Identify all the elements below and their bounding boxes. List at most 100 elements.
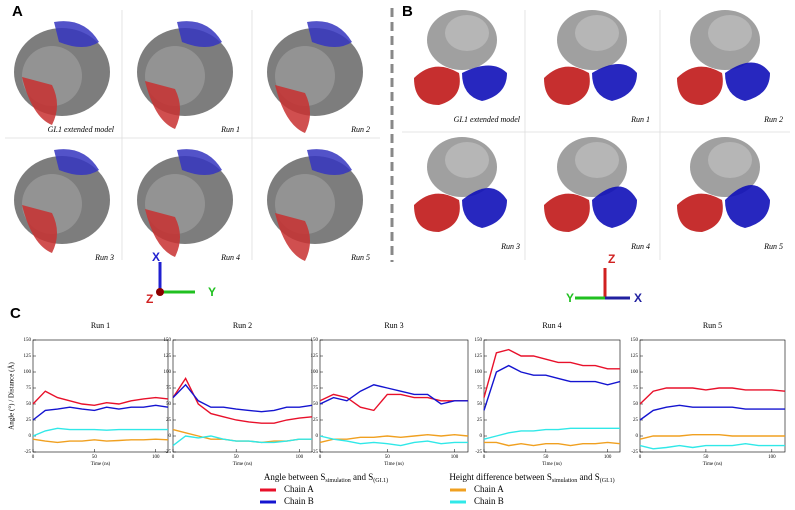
series-line xyxy=(172,383,313,413)
chain-a xyxy=(544,66,590,105)
series-line xyxy=(484,441,621,447)
y-tick-label: 100 xyxy=(311,370,319,375)
series-line xyxy=(319,433,469,444)
protein-core xyxy=(708,15,752,51)
chain-b xyxy=(307,149,352,175)
chart-title: Run 5 xyxy=(703,321,722,330)
y-tick-label: 25 xyxy=(313,418,319,423)
y-tick-label: 150 xyxy=(631,338,639,343)
y-tick-label: 50 xyxy=(633,402,639,407)
series-line xyxy=(639,387,786,405)
chain-a xyxy=(22,77,57,125)
x-tick-label: 100 xyxy=(768,455,776,460)
y-tick-label: 0 xyxy=(480,434,483,439)
chain-b xyxy=(592,64,637,101)
legend-title-part: simulation xyxy=(325,478,350,484)
chain-a xyxy=(677,193,723,232)
series-line xyxy=(483,348,620,398)
y-tick-label: 100 xyxy=(24,370,32,375)
legend-title-part: Height difference between S xyxy=(449,472,552,482)
run-label: Run 4 xyxy=(220,253,240,262)
run-label: Run 1 xyxy=(630,115,650,124)
y-tick-label: 75 xyxy=(26,386,32,391)
chain-a xyxy=(414,193,460,232)
y-tick-label: 25 xyxy=(26,418,32,423)
x-tick-label: 50 xyxy=(543,455,549,460)
legend-label: Chain A xyxy=(284,484,314,494)
y-tick-label: -25 xyxy=(311,450,318,455)
y-tick-label: 25 xyxy=(477,418,483,423)
x-tick-label: 100 xyxy=(296,455,304,460)
y-tick-label: -25 xyxy=(164,450,171,455)
chain-a xyxy=(145,209,180,257)
x-axis-label: Time (ns) xyxy=(542,462,562,467)
plot-frame xyxy=(172,339,313,453)
series-line xyxy=(32,438,169,444)
chain-b xyxy=(462,188,507,228)
y-tick-label: 125 xyxy=(24,354,32,359)
axis-name: Z xyxy=(146,292,153,306)
y-tick-label: -25 xyxy=(631,450,638,455)
y-tick-label: -25 xyxy=(475,450,482,455)
x-tick-label: 100 xyxy=(152,455,160,460)
panel-label: C xyxy=(10,305,21,322)
protein-core xyxy=(445,142,489,178)
y-tick-label: 150 xyxy=(164,338,172,343)
x-tick-label: 0 xyxy=(483,455,486,460)
series-line xyxy=(639,434,785,440)
legend-title-part: and S xyxy=(351,472,374,482)
y-tick-label: 150 xyxy=(311,338,319,343)
legend-label: Chain B xyxy=(474,496,504,506)
protein-core xyxy=(575,15,619,51)
x-tick-label: 0 xyxy=(639,455,642,460)
chain-a xyxy=(275,85,310,133)
x-axis-label: Time (ns) xyxy=(384,462,404,467)
chain-a xyxy=(414,66,460,105)
axis-name: X xyxy=(634,291,642,305)
series-line xyxy=(639,442,785,450)
run-label: Run 1 xyxy=(220,125,240,134)
y-tick-label: 125 xyxy=(631,354,639,359)
y-tick-label: 50 xyxy=(477,402,483,407)
legend-label: Chain B xyxy=(284,496,314,506)
x-tick-label: 100 xyxy=(451,455,459,460)
series-line xyxy=(483,427,620,440)
y-tick-label: 25 xyxy=(166,418,172,423)
panel-label: B xyxy=(402,3,413,20)
chart-title: Run 4 xyxy=(542,321,561,330)
chain-b xyxy=(725,185,770,228)
y-tick-label: 100 xyxy=(631,370,639,375)
y-tick-label: 100 xyxy=(164,370,172,375)
legend-title: Angle between Ssimulation and S(GI.1) xyxy=(264,472,388,484)
plot-frame xyxy=(483,339,621,453)
run-label: Run 3 xyxy=(500,242,520,251)
protein-core xyxy=(445,15,489,51)
y-tick-label: 75 xyxy=(166,386,172,391)
chain-b xyxy=(54,149,99,175)
chart-title: Run 3 xyxy=(384,321,403,330)
legend-title: Height difference between Ssimulation an… xyxy=(449,472,614,484)
run-label: Run 4 xyxy=(630,242,650,251)
axis-name: Y xyxy=(208,285,216,299)
legend-title-part: (GI.1) xyxy=(373,477,388,484)
series-line xyxy=(319,435,468,447)
chain-b xyxy=(307,21,352,47)
plot-frame xyxy=(32,339,169,453)
y-tick-label: 0 xyxy=(169,434,172,439)
y-tick-label: 75 xyxy=(477,386,483,391)
chain-b xyxy=(54,21,99,47)
chain-b xyxy=(725,62,770,101)
legend-title-part: simulation xyxy=(552,478,577,484)
y-tick-label: 125 xyxy=(164,354,172,359)
chain-a xyxy=(145,81,180,129)
legend-title-part: Angle between S xyxy=(264,472,325,482)
y-tick-label: 75 xyxy=(313,386,319,391)
chain-a xyxy=(677,66,723,105)
x-tick-label: 0 xyxy=(32,455,35,460)
axis-name: Z xyxy=(608,252,615,266)
chain-b xyxy=(462,65,507,101)
chain-a xyxy=(544,193,590,232)
series-line xyxy=(32,390,169,407)
axis-name: Y xyxy=(566,291,574,305)
